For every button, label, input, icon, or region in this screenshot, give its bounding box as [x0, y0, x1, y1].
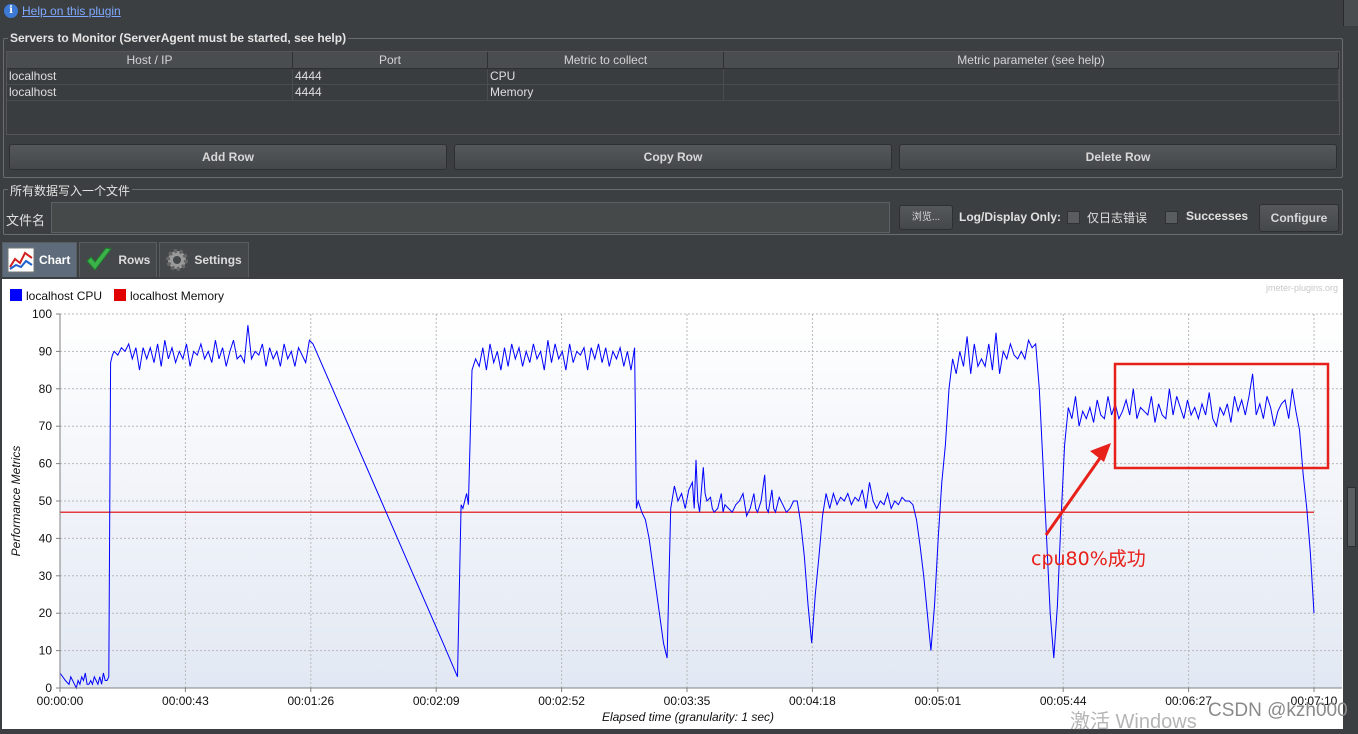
- filename-label: 文件名: [6, 213, 46, 228]
- filename-input[interactable]: [51, 202, 890, 233]
- y-axis-label: Performance Metrics: [9, 446, 23, 557]
- brand-mark: jmeter-plugins.org: [1265, 283, 1338, 293]
- grid: [60, 313, 1342, 688]
- column-host[interactable]: Host / IP: [7, 52, 293, 69]
- errors-only-checkbox[interactable]: [1067, 211, 1080, 224]
- browse-button[interactable]: 浏览...: [899, 205, 953, 230]
- delete-row-button[interactable]: Delete Row: [899, 144, 1337, 170]
- x-tick-label: 00:00:00: [37, 694, 84, 708]
- x-axis: 00:00:00 00:00:43 00:01:26 00:02:09 00:02:52…: [37, 688, 1338, 708]
- cell-port[interactable]: 4444: [293, 69, 488, 84]
- y-tick-label: 80: [39, 382, 53, 396]
- y-tick-label: 0: [45, 681, 52, 695]
- add-row-button[interactable]: Add Row: [9, 144, 447, 170]
- windows-activation-watermark: 激活 Windows: [1070, 711, 1197, 733]
- y-tick-label: 100: [32, 307, 52, 321]
- table-row[interactable]: localhost 4444 Memory: [7, 85, 1339, 101]
- x-tick-label: 00:05:01: [914, 694, 961, 708]
- chart-icon: [7, 247, 35, 273]
- checkmark-icon: [86, 247, 113, 271]
- x-tick-label: 00:07:10: [1291, 694, 1338, 708]
- y-tick-label: 20: [39, 606, 53, 620]
- side-scrollbar[interactable]: [1345, 279, 1358, 729]
- cell-host[interactable]: localhost: [7, 85, 293, 100]
- chart-area: 0 10 20 30 40 50 60 70 80 90 100 00:00:00 00:00:43 0…: [2, 279, 1343, 729]
- x-tick-label: 00:04:18: [789, 694, 836, 708]
- info-icon: i: [4, 4, 18, 18]
- x-tick-label: 00:02:52: [538, 694, 585, 708]
- tab-rows-label: Rows: [118, 253, 151, 267]
- x-tick-label: 00:02:09: [413, 694, 460, 708]
- cell-host[interactable]: localhost: [7, 69, 293, 84]
- file-panel-title: 所有数据写入一个文件: [8, 182, 133, 199]
- log-display-label: Log/Display Only:: [959, 210, 1062, 224]
- annotation-text: cpu80%成功: [1031, 548, 1146, 570]
- x-tick-label: 00:01:26: [287, 694, 334, 708]
- y-tick-label: 70: [39, 419, 53, 433]
- annotation-arrow: [1044, 450, 1107, 536]
- x-tick-label: 00:00:43: [162, 694, 209, 708]
- help-link[interactable]: Help on this plugin: [22, 4, 121, 18]
- legend-swatch-cpu: [10, 289, 22, 301]
- tab-rows[interactable]: Rows: [79, 242, 158, 277]
- x-tick-label: 00:06:27: [1165, 694, 1212, 708]
- top-right-scroll: [1343, 0, 1358, 26]
- column-port[interactable]: Port: [293, 52, 488, 69]
- x-tick-label: 00:03:35: [664, 694, 711, 708]
- servers-panel: Servers to Monitor (ServerAgent must be …: [3, 31, 1343, 178]
- x-axis-label: Elapsed time (granularity: 1 sec): [602, 710, 774, 724]
- file-output-panel: 所有数据写入一个文件 文件名 浏览... Log/Display Only: 仅…: [3, 182, 1343, 235]
- series-line-cpu: [59, 325, 1315, 690]
- servers-table[interactable]: Host / IP Port Metric to collect Metric …: [6, 51, 1340, 135]
- servers-panel-title: Servers to Monitor (ServerAgent must be …: [8, 31, 349, 45]
- legend-label-cpu: localhost CPU: [26, 289, 102, 303]
- tab-settings[interactable]: Settings: [159, 242, 249, 277]
- legend-swatch-memory: [114, 289, 126, 301]
- y-tick-label: 60: [39, 457, 53, 471]
- y-axis: 0 10 20 30 40 50 60 70 80 90 100: [32, 307, 60, 695]
- annotation-arrowhead: [1090, 443, 1111, 462]
- legend-label-memory: localhost Memory: [130, 289, 224, 303]
- cell-parameter[interactable]: [724, 69, 1339, 84]
- y-tick-label: 90: [39, 344, 53, 358]
- gear-icon: [166, 249, 189, 271]
- cell-metric[interactable]: Memory: [488, 85, 724, 100]
- view-tabs: Chart Rows Settings: [0, 242, 249, 278]
- configure-button[interactable]: Configure: [1259, 204, 1339, 232]
- x-tick-label: 00:05:44: [1040, 694, 1087, 708]
- annotation-box: [1113, 362, 1330, 470]
- successes-checkbox[interactable]: [1165, 211, 1178, 224]
- column-metric[interactable]: Metric to collect: [488, 52, 724, 69]
- csdn-watermark: CSDN @kzh000: [1208, 700, 1348, 721]
- table-header: Host / IP Port Metric to collect Metric …: [7, 52, 1339, 69]
- cell-port[interactable]: 4444: [293, 85, 488, 100]
- help-row: i Help on this plugin: [4, 2, 121, 20]
- y-tick-label: 10: [39, 644, 53, 658]
- successes-label: Successes: [1186, 209, 1249, 223]
- cell-metric[interactable]: CPU: [488, 69, 724, 84]
- tab-chart[interactable]: Chart: [2, 242, 78, 277]
- table-row[interactable]: localhost 4444 CPU: [7, 69, 1339, 85]
- y-tick-label: 30: [39, 569, 53, 583]
- y-tick-label: 40: [39, 531, 53, 545]
- tab-chart-label: Chart: [39, 253, 71, 267]
- copy-row-button[interactable]: Copy Row: [454, 144, 892, 170]
- tab-settings-label: Settings: [194, 253, 242, 267]
- cell-parameter[interactable]: [724, 85, 1339, 100]
- errors-only-label: 仅日志错误: [1087, 211, 1148, 225]
- scrollbar-thumb[interactable]: [1347, 487, 1356, 547]
- column-metric-parameter[interactable]: Metric parameter (see help): [724, 52, 1339, 69]
- y-tick-label: 50: [39, 494, 53, 508]
